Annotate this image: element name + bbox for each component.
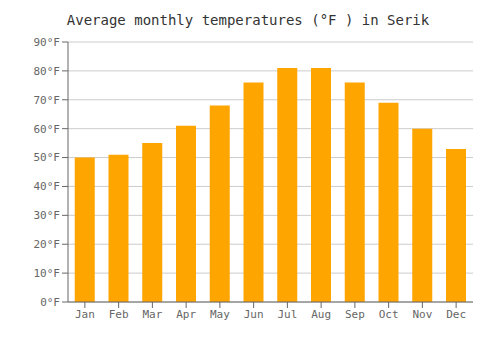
svg-text:Jun: Jun: [244, 308, 264, 321]
html-text:Average monthly temperatures (: Average monthly temperatures (°F ) in Se…: [66, 12, 430, 28]
svg-text:20°F: 20°F: [34, 238, 61, 251]
svg-text:Jan: Jan: [75, 308, 95, 321]
svg-text:Jul: Jul: [277, 308, 297, 321]
svg-text:40°F: 40°F: [34, 180, 61, 193]
svg-text:30°F: 30°F: [34, 209, 61, 222]
svg-text:50°F: 50°F: [34, 151, 61, 164]
svg-text:80°F: 80°F: [34, 65, 61, 78]
svg-text:90°F: 90°F: [34, 36, 61, 49]
svg-text:May: May: [210, 308, 230, 321]
svg-text:Sep: Sep: [345, 308, 365, 321]
svg-text:Mar: Mar: [142, 308, 162, 321]
svg-text:70°F: 70°F: [34, 94, 61, 107]
svg-text:60°F: 60°F: [34, 123, 61, 136]
svg-text:0°F: 0°F: [40, 296, 60, 309]
svg-text:Apr: Apr: [176, 308, 196, 321]
svg-text:Oct: Oct: [379, 308, 399, 321]
svg-text:Aug: Aug: [311, 308, 331, 321]
svg-text:10°F: 10°F: [34, 267, 61, 280]
svg-text:Nov: Nov: [412, 308, 432, 321]
svg-text:Dec: Dec: [446, 308, 466, 321]
svg-text:Feb: Feb: [109, 308, 129, 321]
